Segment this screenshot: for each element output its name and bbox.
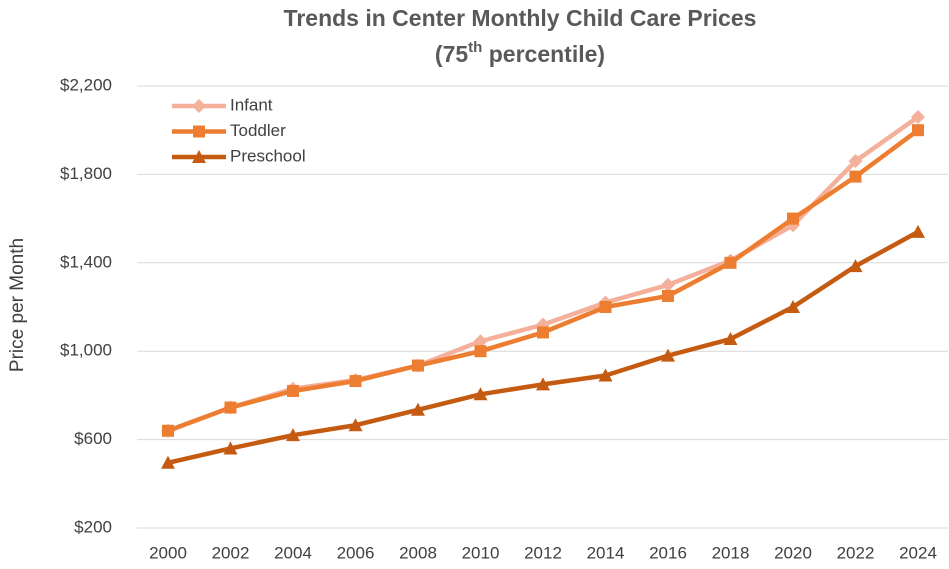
subtitle-superscript: th (468, 39, 482, 56)
marker (224, 401, 237, 414)
marker (287, 384, 299, 397)
marker (911, 109, 925, 124)
subtitle-part: percentile) (482, 41, 605, 67)
marker (536, 377, 550, 391)
marker (598, 368, 613, 382)
marker (286, 428, 300, 442)
x-tick-label: 2022 (837, 543, 875, 562)
marker (786, 300, 800, 313)
marker (223, 441, 238, 455)
marker (161, 455, 175, 469)
x-tick-label: 2002 (212, 543, 250, 562)
legend-marker (192, 150, 206, 163)
y-tick-label: $2,200 (60, 75, 112, 94)
marker (412, 359, 424, 372)
marker (473, 387, 488, 401)
marker (848, 259, 863, 273)
subtitle-part: (75 (435, 41, 468, 67)
marker (848, 154, 863, 169)
marker (723, 332, 738, 346)
marker (724, 256, 737, 269)
x-tick-label: 2018 (712, 543, 750, 562)
marker (912, 124, 924, 137)
x-tick-label: 2004 (274, 543, 312, 562)
marker (849, 170, 862, 183)
y-tick-label: $200 (74, 517, 112, 536)
x-tick-label: 2014 (587, 543, 625, 562)
marker (662, 289, 674, 302)
marker (661, 277, 675, 292)
marker (474, 345, 487, 358)
chart-title: Trends in Center Monthly Child Care Pric… (284, 5, 757, 31)
marker (787, 212, 799, 225)
x-tick-label: 2012 (524, 543, 562, 562)
y-tick-label: $600 (74, 429, 112, 448)
marker (348, 418, 363, 432)
marker (162, 424, 174, 437)
legend-label: Toddler (230, 121, 286, 140)
series-line (167, 229, 920, 465)
marker (473, 334, 488, 349)
marker (599, 301, 612, 313)
chart-subtitle: (75th percentile) (435, 39, 605, 67)
legend-marker (192, 99, 206, 113)
marker (411, 402, 425, 416)
y-tick-label: $1,800 (60, 164, 112, 183)
marker (349, 375, 362, 388)
x-tick-label: 2020 (774, 543, 812, 562)
x-tick-label: 2010 (462, 543, 500, 562)
x-tick-label: 2024 (899, 543, 937, 562)
legend-marker (193, 125, 205, 138)
y-tick-label: $1,400 (60, 252, 112, 271)
y-tick-label: $1,000 (60, 341, 112, 360)
marker (537, 326, 549, 339)
legend-label: Infant (230, 95, 273, 114)
y-axis-label: Price per Month (7, 238, 28, 372)
legend-label: Preschool (230, 146, 306, 165)
x-tick-label: 2006 (337, 543, 375, 562)
x-tick-label: 2016 (649, 543, 687, 562)
x-tick-label: 2008 (399, 543, 437, 562)
marker (661, 348, 675, 362)
x-tick-label: 2000 (149, 543, 187, 562)
marker (911, 224, 925, 238)
